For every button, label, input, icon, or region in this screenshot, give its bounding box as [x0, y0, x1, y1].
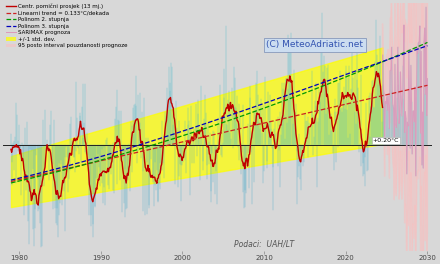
- Legend: Centr. pomični prosjek (13 mj.), Linearni trend = 0.133°C/dekada, Polinom 2. stu: Centr. pomični prosjek (13 mj.), Linearn…: [6, 3, 128, 49]
- Text: +0.20°C: +0.20°C: [373, 138, 399, 143]
- Text: Podaci:  UAH/LT: Podaci: UAH/LT: [235, 239, 294, 248]
- Text: (C) MeteoAdriatic.net: (C) MeteoAdriatic.net: [267, 40, 363, 49]
